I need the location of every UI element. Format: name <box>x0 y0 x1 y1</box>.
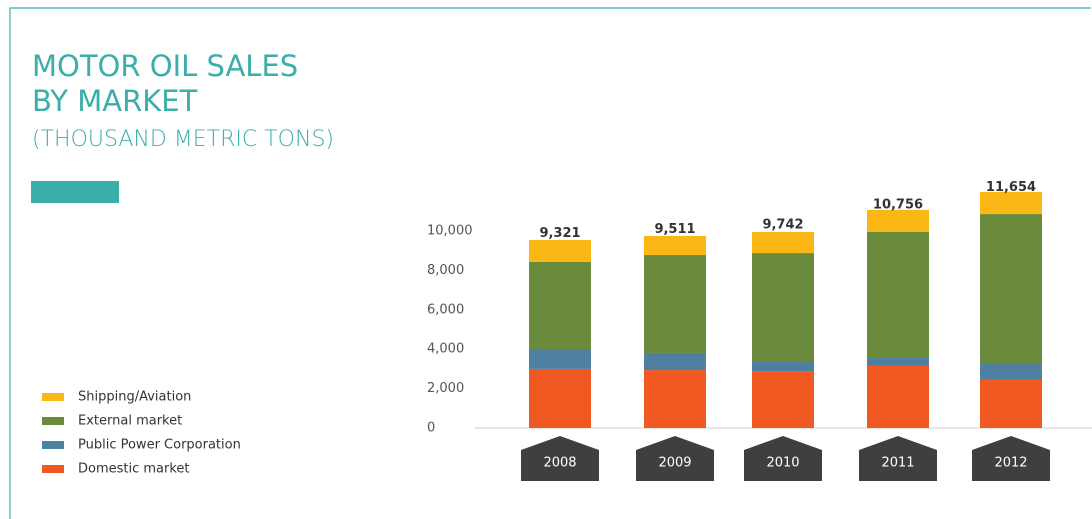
category-box <box>521 436 599 481</box>
x-tick-label: 2008 <box>543 456 576 471</box>
legend-label: Public Power Corporation <box>78 438 241 453</box>
bar-segment <box>752 231 814 254</box>
bar-segment <box>867 365 929 428</box>
x-tick-label: 2009 <box>658 456 691 471</box>
bar-segment <box>980 379 1042 428</box>
y-tick-label: 0 <box>427 421 435 436</box>
category-box <box>859 436 937 481</box>
bar-segment <box>867 209 929 232</box>
x-tick-label: 2010 <box>766 456 799 471</box>
bar-segment <box>644 352 706 371</box>
legend-label: External market <box>78 414 182 429</box>
x-tick-label: 2012 <box>994 456 1027 471</box>
bar-segment <box>529 240 591 262</box>
bar-segment <box>980 214 1042 363</box>
legend-label: Shipping/Aviation <box>78 390 191 405</box>
bar-segment <box>752 253 814 363</box>
legend-label: Domestic market <box>78 462 190 477</box>
category-box <box>972 436 1050 481</box>
bar-segment <box>867 231 929 359</box>
total-label: 11,654 <box>986 180 1036 195</box>
legend-swatch <box>42 393 64 401</box>
y-tick-label: 6,000 <box>427 302 464 317</box>
bar-segment <box>980 191 1042 215</box>
total-label: 9,511 <box>654 222 695 237</box>
bar-segment <box>752 371 814 428</box>
total-label: 9,742 <box>762 218 803 233</box>
bar-segment <box>980 362 1042 380</box>
total-label: 10,756 <box>873 198 923 213</box>
chart-subtitle: (THOUSAND METRIC TONS) <box>32 127 334 152</box>
y-tick-label: 10,000 <box>427 224 473 239</box>
frame <box>9 7 1091 519</box>
accent-bar <box>31 181 119 203</box>
y-tick-label: 8,000 <box>427 263 464 278</box>
total-label: 9,321 <box>539 226 580 241</box>
bar-segment <box>644 235 706 256</box>
chart-title: BY MARKET <box>32 84 198 118</box>
y-tick-label: 2,000 <box>427 381 464 396</box>
legend-swatch <box>42 441 64 449</box>
legend-swatch <box>42 465 64 473</box>
x-tick-label: 2011 <box>881 456 914 471</box>
bar-segment <box>529 261 591 350</box>
bar-segment <box>867 358 929 366</box>
bar-segment <box>529 349 591 369</box>
bar-segment <box>529 368 591 428</box>
bar-segment <box>644 370 706 428</box>
category-box <box>744 436 822 481</box>
bar-segment <box>752 362 814 372</box>
legend-swatch <box>42 417 64 425</box>
chart-title: MOTOR OIL SALES <box>32 49 298 83</box>
bar-segment <box>644 255 706 353</box>
y-tick-label: 4,000 <box>427 342 464 357</box>
category-box <box>636 436 714 481</box>
